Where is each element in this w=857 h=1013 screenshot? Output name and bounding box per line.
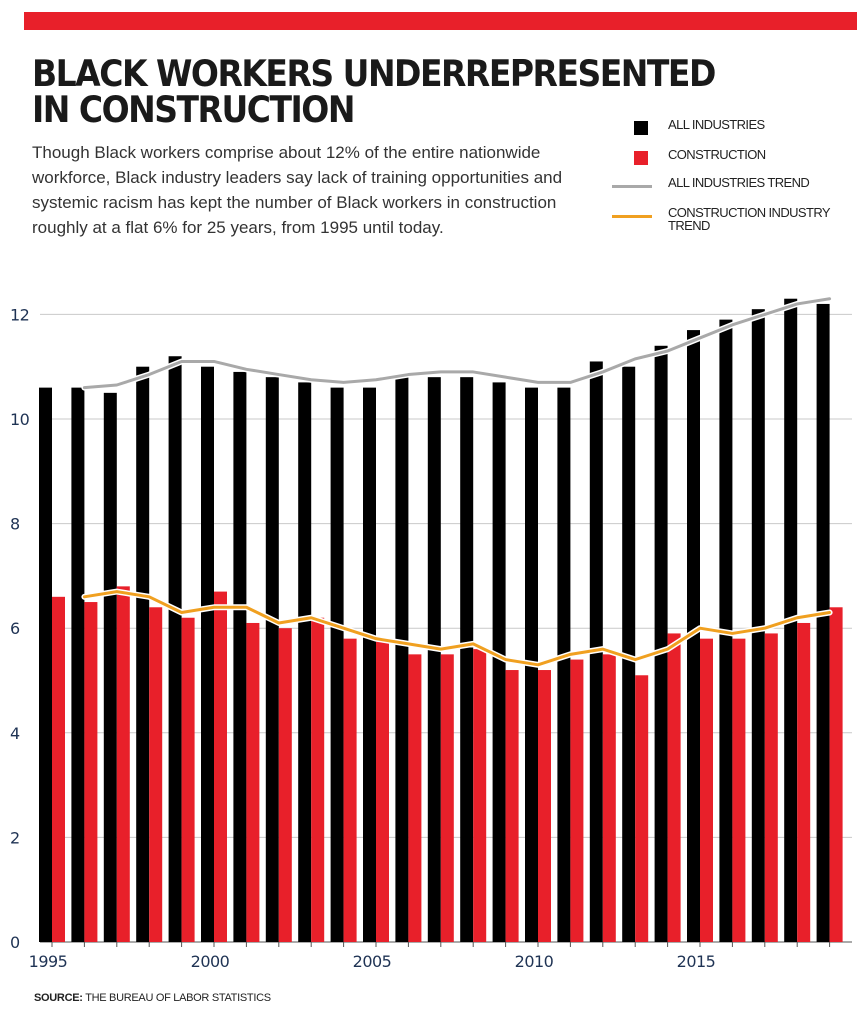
bar-construction-2001 bbox=[246, 622, 260, 942]
y-tick-label-0: 0 bbox=[10, 933, 20, 952]
bar-construction-2003 bbox=[311, 617, 325, 942]
bar-all-industries-2015 bbox=[687, 330, 700, 943]
x-tick-label-2015: 2015 bbox=[677, 952, 716, 971]
source-text: THE BUREAU OF LABOR STATISTICS bbox=[85, 992, 271, 1004]
bar-construction-1996 bbox=[84, 602, 98, 942]
bar-construction-1995 bbox=[52, 596, 65, 942]
y-tick-label-6: 6 bbox=[10, 619, 20, 638]
y-tick-label-2: 2 bbox=[10, 828, 20, 847]
y-tick-label-10: 10 bbox=[10, 410, 30, 429]
source-label: SOURCE: bbox=[34, 992, 83, 1004]
bar-all-industries-1997 bbox=[103, 392, 117, 943]
bar-all-industries-2008 bbox=[460, 377, 474, 942]
source-note: SOURCE: THE BUREAU OF LABOR STATISTICS bbox=[34, 992, 271, 1004]
x-tick-label-2000: 2000 bbox=[191, 952, 230, 971]
bar-all-industries-2009 bbox=[492, 382, 506, 942]
bar-construction-1999 bbox=[181, 617, 195, 942]
y-tick-label-8: 8 bbox=[10, 515, 20, 534]
bar-all-industries-2003 bbox=[298, 382, 312, 942]
bar-all-industries-2006 bbox=[395, 377, 409, 942]
bar-construction-2002 bbox=[278, 628, 292, 942]
bar-construction-2015 bbox=[700, 638, 713, 942]
bar-construction-2017 bbox=[764, 633, 778, 942]
bar-construction-2019 bbox=[829, 607, 843, 942]
bar-all-industries-2007 bbox=[427, 377, 441, 942]
legend-label-all-industries: ALL INDUSTRIES bbox=[668, 117, 765, 132]
bar-construction-2016 bbox=[732, 638, 746, 942]
x-tick-label-2010: 2010 bbox=[515, 952, 554, 971]
bar-construction-2013 bbox=[635, 675, 649, 942]
bar-construction-2014 bbox=[667, 633, 681, 942]
bar-chart: 0 2 4 6 8 10 12 1995 2000 2005 2010 2015 bbox=[10, 295, 852, 971]
x-tick-label-2005: 2005 bbox=[353, 952, 392, 971]
bar-all-industries-1999 bbox=[168, 356, 182, 942]
legend-label-construction-trend: CONSTRUCTION INDUSTRY TREND bbox=[668, 205, 830, 233]
legend-label-all-industries-trend: ALL INDUSTRIES TREND bbox=[668, 175, 810, 190]
bar-all-industries-2002 bbox=[265, 377, 279, 942]
top-accent-bar bbox=[24, 12, 857, 30]
bar-construction-2011 bbox=[570, 659, 584, 942]
bar-all-industries-2005 bbox=[363, 387, 376, 942]
legend-item-construction: CONSTRUCTION bbox=[612, 148, 857, 168]
y-tick-label-4: 4 bbox=[10, 724, 20, 743]
bar-construction-2007 bbox=[440, 654, 454, 942]
chart-title: BLACK WORKERS UNDERREPRESENTED IN CONSTR… bbox=[32, 51, 716, 131]
bar-construction-1997 bbox=[116, 586, 130, 942]
bar-all-industries-1995 bbox=[39, 387, 52, 942]
legend-label-construction: CONSTRUCTION bbox=[668, 147, 766, 162]
bar-construction-1998 bbox=[149, 607, 163, 942]
all-industries-trend-line-halo bbox=[81, 295, 833, 391]
legend-swatch-construction bbox=[634, 151, 648, 165]
legend-item-all-industries: ALL INDUSTRIES bbox=[612, 118, 857, 138]
legend-swatch-all-industries bbox=[634, 121, 648, 135]
bar-all-industries-2011 bbox=[557, 387, 571, 942]
construction-trend-line bbox=[82, 590, 832, 667]
all-industries-trend-line bbox=[82, 297, 832, 390]
bar-all-industries-2017 bbox=[751, 309, 765, 942]
bar-construction-2000 bbox=[214, 591, 227, 942]
legend-item-construction-trend: CONSTRUCTION INDUSTRY TREND bbox=[612, 206, 857, 232]
bar-all-industries-2004 bbox=[330, 387, 344, 942]
bar-construction-2008 bbox=[473, 649, 487, 942]
y-tick-label-12: 12 bbox=[10, 305, 29, 324]
bar-all-industries-2019 bbox=[816, 303, 830, 942]
bar-all-industries-1998 bbox=[136, 366, 150, 942]
bar-construction-2009 bbox=[505, 670, 519, 942]
bar-all-industries-1996 bbox=[71, 387, 85, 942]
bar-construction-2005 bbox=[376, 638, 389, 942]
bar-construction-2006 bbox=[408, 654, 422, 942]
bar-all-industries-2000 bbox=[201, 366, 214, 942]
bar-construction-2010 bbox=[538, 670, 551, 942]
legend-line-all-industries-trend bbox=[612, 185, 652, 188]
bar-construction-2018 bbox=[797, 622, 811, 942]
legend-item-all-industries-trend: ALL INDUSTRIES TREND bbox=[612, 176, 857, 196]
x-tick-label-1995: 1995 bbox=[29, 952, 68, 971]
chart-subtitle: Though Black workers comprise about 12% … bbox=[32, 143, 563, 237]
bar-construction-2004 bbox=[343, 638, 357, 942]
legend-line-construction-trend bbox=[612, 215, 652, 218]
bar-all-industries-2001 bbox=[233, 371, 247, 942]
bar-construction-2012 bbox=[602, 654, 616, 942]
bar-all-industries-2014 bbox=[654, 345, 668, 942]
